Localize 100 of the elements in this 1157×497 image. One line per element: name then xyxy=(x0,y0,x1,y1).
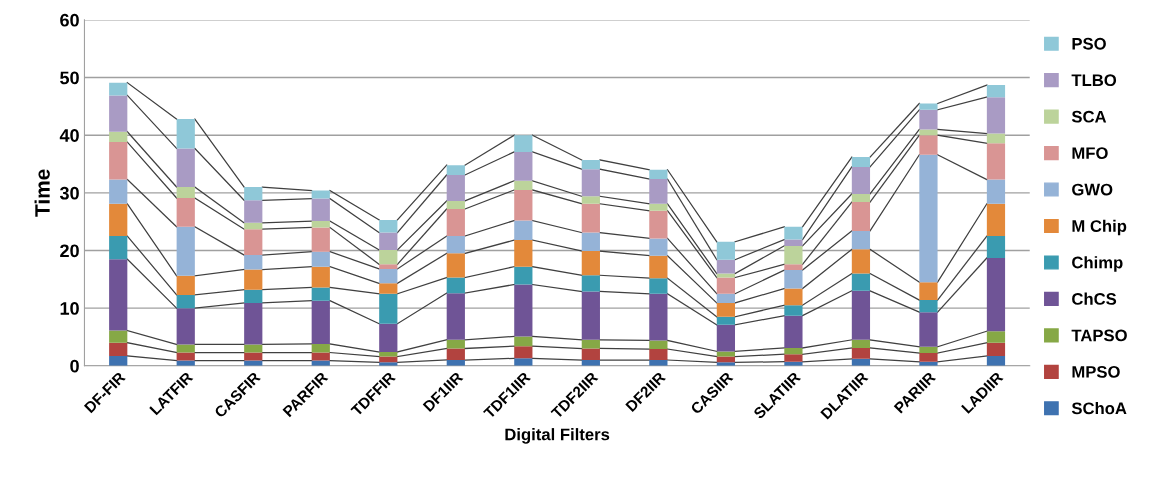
bar xyxy=(649,203,668,211)
bar xyxy=(919,103,938,110)
bar xyxy=(784,354,803,362)
bar xyxy=(784,270,803,289)
bar xyxy=(244,344,263,353)
bar xyxy=(446,339,465,349)
bar xyxy=(649,179,668,204)
legend-label: PSO xyxy=(1072,37,1106,50)
bar xyxy=(919,109,938,130)
bar xyxy=(244,269,263,290)
bar xyxy=(784,288,803,306)
bar xyxy=(176,198,195,227)
bar xyxy=(379,268,398,284)
legend-label: MPSO xyxy=(1072,365,1120,378)
bar xyxy=(311,300,330,344)
bar xyxy=(379,264,398,269)
legend-label: MFO xyxy=(1072,147,1108,160)
bar xyxy=(176,148,195,188)
bar xyxy=(851,290,871,340)
bar xyxy=(581,339,600,349)
bar xyxy=(311,190,330,199)
bar xyxy=(311,343,330,353)
bar xyxy=(649,349,668,361)
bar xyxy=(311,287,330,301)
bar xyxy=(109,342,128,356)
bar xyxy=(379,323,398,352)
bar xyxy=(514,266,533,285)
bar xyxy=(176,187,195,199)
bar xyxy=(311,227,330,252)
bar xyxy=(919,312,938,347)
bar xyxy=(244,229,263,256)
bar xyxy=(649,278,668,294)
bar xyxy=(176,352,195,361)
bar xyxy=(109,259,128,331)
bar xyxy=(176,344,195,353)
bar xyxy=(649,169,668,179)
bar xyxy=(581,203,600,233)
bar xyxy=(919,346,938,354)
bar xyxy=(379,283,398,294)
bar xyxy=(784,315,803,348)
legend-label: M Chip xyxy=(1072,219,1127,236)
bar xyxy=(851,249,871,274)
bar xyxy=(986,143,1006,180)
bar xyxy=(716,324,736,352)
bar xyxy=(581,196,600,204)
bar xyxy=(581,232,600,252)
bar xyxy=(446,165,465,175)
bar xyxy=(109,82,128,96)
bar xyxy=(109,203,128,237)
bar xyxy=(581,291,600,340)
bar xyxy=(649,255,668,279)
bar xyxy=(514,336,533,347)
legend-label: Chimp xyxy=(1072,256,1123,272)
bar xyxy=(514,284,533,337)
bar xyxy=(784,347,803,355)
bar xyxy=(446,200,465,209)
bar xyxy=(514,180,533,190)
bar xyxy=(244,222,263,230)
legend-label: TAPSO xyxy=(1071,329,1127,342)
y-axis-title: Time xyxy=(34,169,50,217)
bar xyxy=(919,129,938,136)
bar xyxy=(716,241,736,260)
bar xyxy=(379,351,398,357)
bar xyxy=(581,348,600,361)
bar xyxy=(919,353,938,362)
bar xyxy=(986,342,1006,356)
bar xyxy=(446,174,465,201)
bar xyxy=(514,240,533,267)
bar xyxy=(446,293,465,340)
bar xyxy=(716,293,736,303)
bar xyxy=(716,316,736,325)
bar xyxy=(244,289,263,303)
bar xyxy=(716,259,736,274)
bar xyxy=(109,330,128,343)
bar xyxy=(716,351,736,357)
bar xyxy=(851,347,871,359)
bar xyxy=(919,300,938,313)
bar xyxy=(986,97,1006,134)
y-tick-label: 10 xyxy=(60,302,79,315)
y-tick-label: 50 xyxy=(60,71,79,85)
bar xyxy=(851,273,871,291)
y-tick-label: 0 xyxy=(70,359,79,373)
bar xyxy=(244,352,263,361)
legend-label: SCA xyxy=(1071,110,1107,123)
bar xyxy=(986,331,1006,343)
bar xyxy=(109,179,128,204)
bar xyxy=(986,355,1006,366)
bar xyxy=(851,339,871,348)
bar xyxy=(784,245,803,265)
bar xyxy=(649,293,668,341)
bar xyxy=(446,253,465,278)
bar xyxy=(176,294,195,309)
bar xyxy=(716,302,736,317)
bar xyxy=(244,187,263,201)
bar xyxy=(311,251,330,267)
bar xyxy=(986,203,1006,237)
bar xyxy=(581,251,600,276)
legend-label: TLBO xyxy=(1071,74,1117,87)
bar xyxy=(109,131,128,143)
legend-label: GWO xyxy=(1072,183,1113,196)
